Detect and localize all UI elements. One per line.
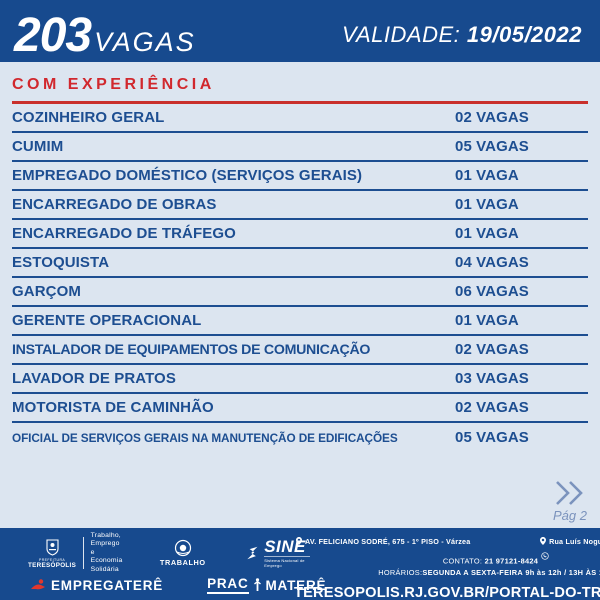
trabalho-emblem-icon — [174, 539, 191, 557]
empregatere-figure-icon — [31, 579, 45, 590]
job-title: GARÇOM — [12, 283, 81, 300]
header-bar: 203 VAGAS VALIDADE: 19/05/2022 — [0, 0, 600, 62]
job-title: COZINHEIRO GERAL — [12, 109, 165, 126]
hours-time: 9h às 12h / 13H ÀS 18H — [525, 567, 600, 577]
job-vacancies: 01 VAGA — [455, 312, 519, 329]
vacancy-count: 203 — [14, 8, 92, 62]
crest-icon — [45, 538, 59, 556]
job-vacancies: 02 VAGAS — [455, 399, 529, 416]
secretaria-line: Trabalho, Emprego — [90, 531, 121, 548]
job-title: EMPREGADO DOMÉSTICO (SERVIÇOS GERAIS) — [12, 167, 363, 184]
contact-label: CONTATO: — [442, 556, 483, 566]
sine-logo: SINE Sistema Nacional de Emprego — [245, 538, 311, 568]
table-row: GERENTE OPERACIONAL 01 VAGA — [12, 307, 588, 336]
sine-name: SINE — [264, 537, 306, 556]
job-title: MOTORISTA DE CAMINHÃO — [12, 399, 214, 416]
hours-days: SEGUNDA A SEXTA-FEIRA — [422, 567, 523, 577]
trabalho-label: TRABALHO — [159, 558, 206, 567]
footer-logos-row1: PREFEITURA TERESÓPOLIS Trabalho, Emprego… — [28, 532, 311, 574]
pracimatere-logo: PRAC MATERÊ — [207, 576, 326, 594]
secretaria-label: Trabalho, Emprego e Economia Solidária — [91, 532, 123, 574]
website-link[interactable]: TERESOPOLIS.RJ.GOV.BR/PORTAL-DO-TRABALHA… — [294, 584, 600, 600]
sine-s-icon — [247, 546, 258, 560]
table-row: COZINHEIRO GERAL 02 VAGAS — [12, 104, 588, 133]
job-title: LAVADOR DE PRATOS — [12, 370, 176, 387]
pracimatere-suffix: MATERÊ — [265, 577, 327, 593]
job-title: GERENTE OPERACIONAL — [12, 312, 202, 329]
prefeitura-caption: PREFEITURA — [38, 557, 66, 562]
hours-line: HORÁRIOS:SEGUNDA A SEXTA-FEIRA 9h às 12h… — [294, 568, 600, 577]
pracimatere-prefix: PRAC — [207, 576, 249, 594]
page-label: Pág 2 — [553, 508, 587, 523]
footer-logos-row2: EMPREGATERÊ PRAC MATERÊ — [28, 576, 326, 594]
address-2-text: Rua Luís Noguet Júnior, 100 - São Pedro — [549, 537, 600, 546]
job-list: COZINHEIRO GERAL 02 VAGAS CUMIM 05 VAGAS… — [12, 104, 588, 452]
teresopolis-caption: TERESÓPOLIS — [28, 561, 77, 569]
table-row: LAVADOR DE PRATOS 03 VAGAS — [12, 365, 588, 394]
sine-text: SINE Sistema Nacional de Emprego — [264, 537, 311, 568]
job-title: ENCARREGADO DE TRÁFEGO — [12, 225, 236, 242]
table-row: GARÇOM 06 VAGAS — [12, 278, 588, 307]
job-title: CUMIM — [12, 138, 64, 155]
address-2: Rua Luís Noguet Júnior, 100 - São Pedro — [540, 537, 600, 546]
job-vacancies: 01 VAGA — [455, 225, 519, 242]
job-vacancies: 03 VAGAS — [455, 370, 529, 387]
secretaria-line: e Economia — [90, 548, 123, 565]
whatsapp-icon — [540, 552, 549, 560]
location-pin-icon — [540, 537, 547, 545]
teresopolis-crest: PREFEITURA TERESÓPOLIS — [28, 538, 76, 569]
job-title: INSTALADOR DE EQUIPAMENTOS DE COMUNICAÇÃ… — [12, 341, 371, 358]
job-vacancies: 01 VAGA — [455, 167, 519, 184]
job-title: ESTOQUISTA — [12, 254, 110, 271]
section-title: COM EXPERIÊNCIA — [12, 76, 588, 104]
secretaria-line: Solidária — [90, 565, 119, 573]
address-1-text: AV. FELICIANO SODRÉ, 675 - 1º PISO - Vár… — [305, 537, 471, 546]
empregatere-logo: EMPREGATERÊ — [30, 578, 163, 593]
vacancy-count-label: VAGAS — [94, 27, 196, 58]
table-row: MOTORISTA DE CAMINHÃO 02 VAGAS — [12, 394, 588, 423]
table-row: ENCARREGADO DE OBRAS 01 VAGA — [12, 191, 588, 220]
location-pin-icon — [296, 537, 302, 545]
footer-logos: PREFEITURA TERESÓPOLIS Trabalho, Emprego… — [0, 528, 326, 600]
job-vacancies: 06 VAGAS — [455, 283, 529, 300]
footer-contact: AV. FELICIANO SODRÉ, 675 - 1º PISO - Vár… — [292, 528, 600, 600]
job-title: OFICIAL DE SERVIÇOS GERAIS NA MANUTENÇÃO… — [12, 430, 398, 445]
table-row: ESTOQUISTA 04 VAGAS — [12, 249, 588, 278]
validity: VALIDADE: 19/05/2022 — [342, 22, 582, 48]
job-vacancies: 05 VAGAS — [455, 138, 529, 155]
job-vacancies: 01 VAGA — [455, 196, 519, 213]
divider — [83, 537, 84, 569]
vacancy-count-group: 203 VAGAS — [14, 8, 196, 62]
table-row: ENCARREGADO DE TRÁFEGO 01 VAGA — [12, 220, 588, 249]
job-vacancies: 02 VAGAS — [455, 109, 529, 126]
table-row: EMPREGADO DOMÉSTICO (SERVIÇOS GERAIS) 01… — [12, 162, 588, 191]
address-1: AV. FELICIANO SODRÉ, 675 - 1º PISO - Vár… — [296, 537, 470, 546]
table-row: OFICIAL DE SERVIÇOS GERAIS NA MANUTENÇÃO… — [12, 423, 588, 452]
job-vacancies: 04 VAGAS — [455, 254, 529, 271]
contact-number: 21 97121-8424 — [484, 556, 539, 566]
footer-bar: PREFEITURA TERESÓPOLIS Trabalho, Emprego… — [0, 528, 600, 600]
contact-line: CONTATO: 21 97121-8424 — [294, 552, 600, 565]
table-row: INSTALADOR DE EQUIPAMENTOS DE COMUNICAÇÃ… — [12, 336, 588, 365]
teresopolis-logo: PREFEITURA TERESÓPOLIS Trabalho, Emprego… — [28, 532, 123, 574]
job-title: ENCARREGADO DE OBRAS — [12, 196, 217, 213]
address-line: AV. FELICIANO SODRÉ, 675 - 1º PISO - Vár… — [294, 537, 600, 546]
sine-subtitle: Sistema Nacional de Emprego — [264, 556, 311, 568]
pagination: Pág 2 — [553, 478, 587, 523]
validity-label: VALIDADE: — [342, 22, 461, 47]
table-row: CUMIM 05 VAGAS — [12, 133, 588, 162]
empregatere-label: EMPREGATERÊ — [51, 577, 164, 593]
job-vacancies: 02 VAGAS — [455, 341, 529, 358]
pracimatere-figure-icon — [253, 578, 261, 591]
double-chevron-right-icon[interactable] — [553, 478, 587, 508]
trabalho-logo: TRABALHO — [160, 539, 206, 567]
job-vacancies: 05 VAGAS — [455, 429, 529, 446]
validity-date: 19/05/2022 — [466, 22, 582, 47]
hours-label: HORÁRIOS: — [378, 567, 423, 577]
